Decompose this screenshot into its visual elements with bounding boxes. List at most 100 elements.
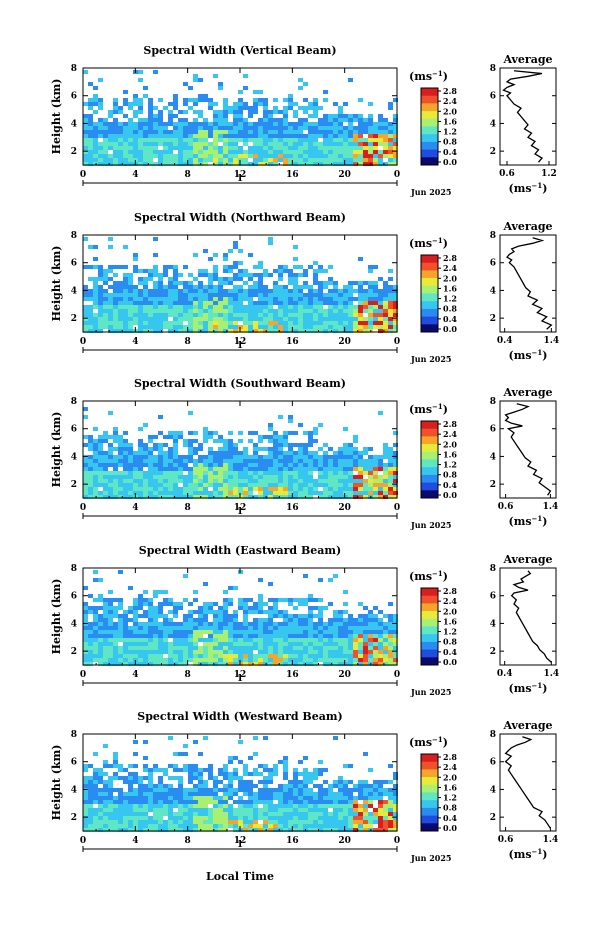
heatmap-cell <box>248 273 253 277</box>
heatmap-cell <box>258 808 263 812</box>
heatmap-cell <box>138 812 143 816</box>
heatmap-cell <box>128 626 133 630</box>
heatmap-cell <box>278 269 283 273</box>
heatmap-cell <box>153 293 158 297</box>
heatmap-cell <box>278 638 283 642</box>
heatmap-cell <box>178 479 183 483</box>
heatmap-cell <box>228 158 233 162</box>
colorbar-swatch <box>421 88 438 97</box>
heatmap-cell <box>103 475 108 479</box>
heatmap-cell <box>98 102 103 106</box>
heatmap-cell <box>378 622 383 626</box>
heatmap-cell <box>243 606 248 610</box>
heatmap-cell <box>118 154 123 158</box>
heatmap-cell <box>253 325 258 329</box>
average-unit-open: (ms <box>508 515 531 528</box>
heatmap-cell <box>268 598 273 602</box>
heatmap-cell <box>83 313 88 317</box>
heatmap-cell <box>98 828 103 832</box>
heatmap-cell <box>298 638 303 642</box>
heatmap-cell <box>283 654 288 658</box>
heatmap-cell <box>138 102 143 106</box>
heatmap-cell <box>93 634 98 638</box>
heatmap-cell <box>288 792 293 796</box>
heatmap-cell <box>238 261 243 265</box>
heatmap-cell <box>108 776 113 780</box>
heatmap-cell <box>133 475 138 479</box>
heatmap-cell <box>318 134 323 138</box>
heatmap-cell <box>353 447 358 451</box>
heatmap-cell <box>393 293 398 297</box>
heatmap-cell <box>118 321 123 325</box>
heatmap-cell <box>233 289 238 293</box>
heatmap-cell <box>323 281 328 285</box>
heatmap-cell <box>263 305 268 309</box>
heatmap-cell <box>353 154 358 158</box>
heatmap-cell <box>153 594 158 598</box>
heatmap-cell <box>113 828 118 832</box>
heatmap-cell <box>368 293 373 297</box>
heatmap-cell <box>253 146 258 150</box>
heatmap-cell <box>353 646 358 650</box>
heatmap-cell <box>268 812 273 816</box>
heatmap-cell <box>83 606 88 610</box>
heatmap-cell <box>173 634 178 638</box>
heatmap-cell <box>263 146 268 150</box>
heatmap-cell <box>268 662 273 666</box>
heatmap-cell <box>128 776 133 780</box>
colorbar-swatch <box>421 111 438 120</box>
heatmap-cell <box>133 130 138 134</box>
heatmap-cell <box>393 443 398 447</box>
heatmap-cell <box>338 305 343 309</box>
heatmap-cell <box>268 816 273 820</box>
heatmap-cell <box>223 305 228 309</box>
heatmap-cell <box>373 606 378 610</box>
heatmap-cell <box>128 606 133 610</box>
heatmap-cell <box>123 463 128 467</box>
heatmap-cell <box>203 646 208 650</box>
day-label: 1 <box>237 174 243 184</box>
heatmap-cell <box>283 828 288 832</box>
heatmap-cell <box>298 808 303 812</box>
heatmap-cell <box>253 634 258 638</box>
heatmap-cell <box>93 293 98 297</box>
heatmap-cell <box>343 602 348 606</box>
heatmap-cell <box>118 828 123 832</box>
heatmap-cell <box>148 293 153 297</box>
heatmap-cell <box>108 487 113 491</box>
heatmap-cell <box>168 816 173 820</box>
heatmap-cell <box>348 146 353 150</box>
heatmap-cell <box>313 630 318 634</box>
heatmap-cell <box>133 606 138 610</box>
heatmap-cell <box>233 277 238 281</box>
heatmap-cell <box>358 451 363 455</box>
heatmap-cell <box>193 78 198 82</box>
heatmap-cell <box>198 301 203 305</box>
heatmap-cell <box>113 598 118 602</box>
heatmap-cell <box>388 106 393 110</box>
heatmap-cell <box>248 816 253 820</box>
heatmap-cell <box>288 618 293 622</box>
heatmap-cell <box>363 752 368 756</box>
heatmap-cell <box>313 483 318 487</box>
heatmap-cell <box>138 313 143 317</box>
heatmap-cell <box>193 118 198 122</box>
heatmap-cell <box>343 634 348 638</box>
heatmap-cell <box>393 662 398 666</box>
heatmap-cell <box>143 305 148 309</box>
heatmap-cell <box>273 321 278 325</box>
heatmap-cell <box>173 130 178 134</box>
heatmap-cell <box>83 602 88 606</box>
heatmap-cell <box>118 800 123 804</box>
heatmap-cell <box>268 158 273 162</box>
heatmap-cell <box>148 158 153 162</box>
heatmap-cell <box>123 650 128 654</box>
heatmap-cell <box>288 419 293 423</box>
heatmap-cell <box>203 606 208 610</box>
heatmap-cell <box>123 309 128 313</box>
heatmap-cell <box>178 812 183 816</box>
heatmap-cell <box>203 622 208 626</box>
heatmap-cell <box>223 590 228 594</box>
heatmap-cell <box>318 479 323 483</box>
heatmap-cell <box>228 614 233 618</box>
